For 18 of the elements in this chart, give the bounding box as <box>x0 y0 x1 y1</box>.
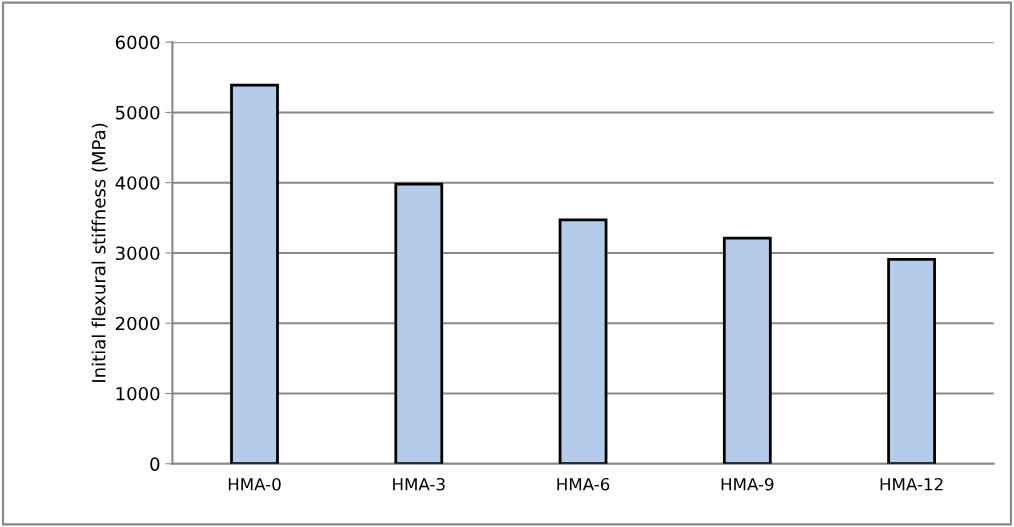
y-tick-label: 3000 <box>116 246 160 261</box>
bar <box>394 182 444 464</box>
y-axis-title: Initial flexural stiffness (MPa) <box>91 123 108 382</box>
bar <box>230 83 279 464</box>
x-tick-label: HMA-6 <box>557 477 610 491</box>
y-tick-label: 2000 <box>115 316 160 331</box>
y-tick-label: 4000 <box>115 176 160 190</box>
bar <box>887 257 936 464</box>
x-tick-label: HMA-3 <box>393 477 445 491</box>
bar <box>722 236 772 464</box>
x-tick-label: HMA-0 <box>228 477 281 491</box>
x-tick-label: HMA-9 <box>721 477 774 491</box>
x-tick-label: HMA-12 <box>880 477 943 491</box>
bar <box>558 218 608 464</box>
y-tick-label: 0 <box>150 457 160 471</box>
y-tick-label: 5000 <box>116 105 160 120</box>
y-tick-label: 6000 <box>115 35 160 50</box>
y-tick-label: 1000 <box>116 386 160 401</box>
